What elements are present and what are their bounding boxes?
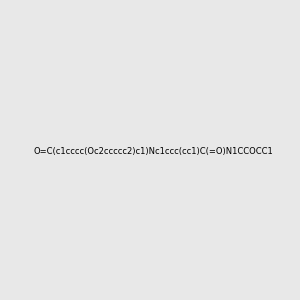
Text: O=C(c1cccc(Oc2ccccc2)c1)Nc1ccc(cc1)C(=O)N1CCOCC1: O=C(c1cccc(Oc2ccccc2)c1)Nc1ccc(cc1)C(=O)…: [34, 147, 274, 156]
